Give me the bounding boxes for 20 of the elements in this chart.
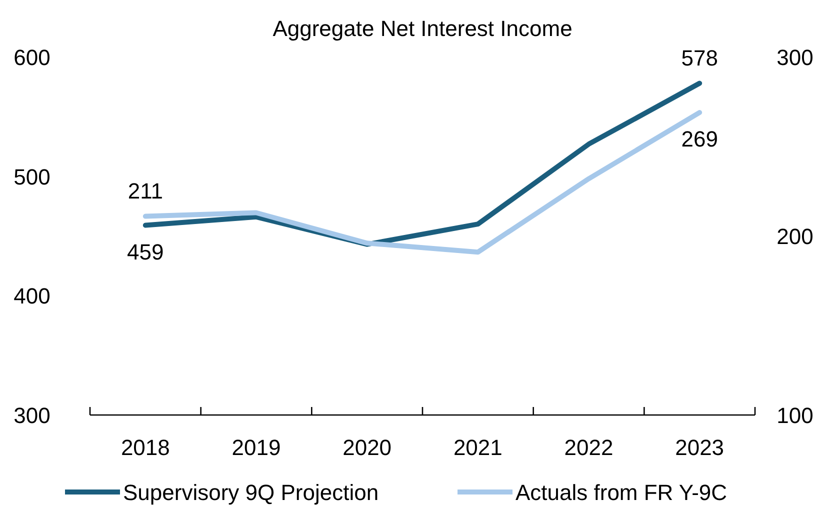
data-label: 211 [128,178,163,204]
y2-tick-label: 300 [776,45,814,70]
x-tick-label: 2019 [232,435,281,460]
y-tick-label: 600 [14,45,50,70]
x-tick-label: 2021 [453,435,502,460]
x-tick-label: 2018 [120,435,170,460]
legend-label: Supervisory 9Q Projection [123,480,379,505]
x-tick-label: 2023 [675,435,724,460]
data-label: 578 [681,45,718,70]
x-tick-label: 2022 [564,435,614,460]
y-tick-label: 400 [14,284,50,309]
y-tick-label: 500 [14,164,50,190]
y2-tick-label: 200 [776,224,814,249]
chart-title: Aggregate Net Interest Income [272,16,572,41]
y-tick-label: 300 [14,403,50,428]
x-tick-label: 2020 [342,435,392,460]
y2-tick-label: 100 [776,403,814,428]
legend-label: Actuals from FR Y-9C [516,480,728,505]
data-label: 269 [681,126,718,152]
data-label: 459 [127,239,164,264]
